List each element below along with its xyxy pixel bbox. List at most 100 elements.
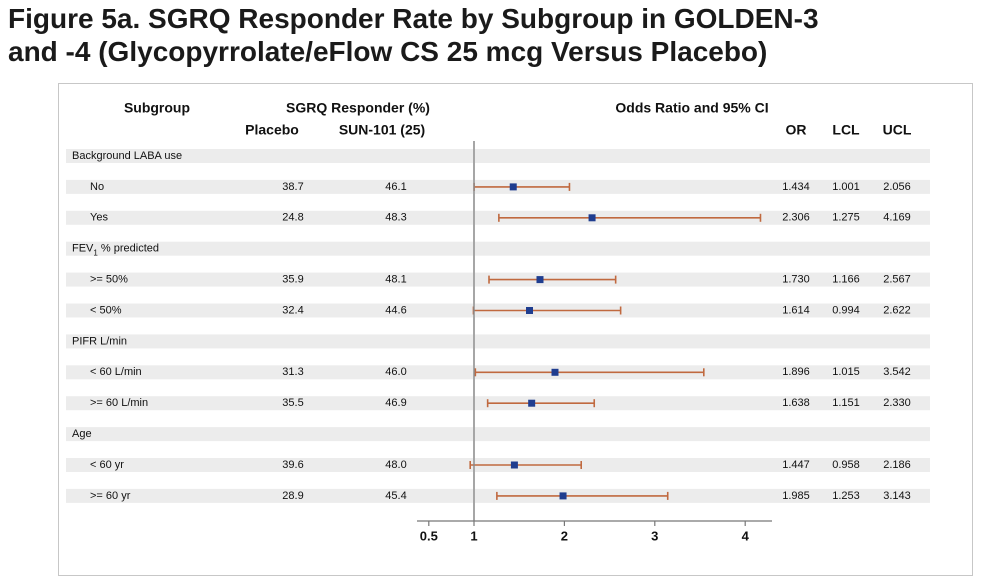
row-band [66, 365, 473, 380]
placebo-value: 32.4 [282, 304, 303, 316]
header-responder: SGRQ Responder (%) [286, 100, 430, 116]
active-value: 44.6 [385, 304, 406, 316]
subgroup-label: No [90, 181, 104, 193]
or-value: 1.638 [782, 397, 810, 409]
row-band [475, 241, 930, 256]
subgroup-label: < 50% [90, 304, 122, 316]
placebo-value: 39.6 [282, 459, 303, 471]
row-band [66, 488, 473, 503]
figure-title-line-1: Figure 5a. SGRQ Responder Rate by Subgro… [8, 3, 819, 34]
row-band [66, 334, 473, 349]
odds-ratio-plot [469, 141, 762, 521]
subgroup-label: >= 50% [90, 274, 128, 286]
figure-title: Figure 5a. SGRQ Responder Rate by Subgro… [8, 2, 988, 68]
row-band [66, 241, 473, 256]
lcl-value: 1.151 [832, 397, 860, 409]
column-headers: Subgroup SGRQ Responder (%) Placebo SUN-101… [124, 100, 912, 138]
lcl-value: 1.166 [832, 274, 860, 286]
x-tick-label: 1 [470, 528, 477, 543]
or-marker [536, 276, 544, 284]
subgroup-label: >= 60 yr [90, 490, 131, 502]
active-value: 48.3 [385, 212, 406, 224]
or-marker [551, 368, 559, 376]
row-band [66, 427, 473, 442]
lcl-value: 0.994 [832, 304, 860, 316]
x-tick-label: 0.5 [420, 528, 438, 543]
subgroup-heading: Age [72, 428, 92, 440]
row-band [475, 427, 930, 442]
or-value: 1.447 [782, 459, 810, 471]
active-value: 48.0 [385, 459, 406, 471]
placebo-value: 31.3 [282, 366, 303, 378]
lcl-value: 0.958 [832, 459, 860, 471]
active-value: 45.4 [385, 490, 406, 502]
or-marker [588, 214, 596, 222]
row-band [475, 272, 930, 287]
subgroup-label: < 60 L/min [90, 366, 142, 378]
ucl-value: 3.143 [883, 490, 911, 502]
or-value: 1.730 [782, 274, 810, 286]
or-marker [510, 461, 518, 469]
ucl-value: 3.542 [883, 366, 911, 378]
placebo-value: 24.8 [282, 212, 303, 224]
row-band [475, 488, 930, 503]
subgroup-label: >= 60 L/min [90, 397, 148, 409]
or-value: 1.434 [782, 181, 810, 193]
active-value: 46.1 [385, 181, 406, 193]
header-odds-ratio: Odds Ratio and 95% CI [615, 100, 768, 116]
row-band [66, 303, 473, 318]
subgroup-label: Yes [90, 212, 108, 224]
ucl-value: 2.567 [883, 274, 911, 286]
or-marker [509, 183, 517, 191]
ucl-value: 2.186 [883, 459, 911, 471]
header-placebo: Placebo [245, 122, 299, 138]
x-tick-label: 4 [742, 528, 750, 543]
table-rows: Background LABA use No 38.7 46.1 1.434 1.001 2… [72, 150, 911, 502]
active-value: 46.0 [385, 366, 406, 378]
or-value: 2.306 [782, 212, 810, 224]
active-value: 48.1 [385, 274, 406, 286]
or-marker [528, 399, 536, 407]
row-bands [66, 149, 930, 503]
header-ucl: UCL [883, 122, 912, 138]
row-band [475, 149, 930, 163]
row-band [475, 303, 930, 318]
x-tick-label: 2 [561, 528, 568, 543]
row-band [475, 396, 930, 411]
ucl-value: 2.330 [883, 397, 911, 409]
lcl-value: 1.001 [832, 181, 860, 193]
x-tick-label: 3 [651, 528, 658, 543]
header-subgroup: Subgroup [124, 100, 190, 116]
figure-title-line-2: and -4 (Glycopyrrolate/eFlow CS 25 mcg V… [8, 36, 768, 67]
or-value: 1.614 [782, 304, 810, 316]
row-band [475, 458, 930, 472]
or-marker [559, 492, 567, 500]
or-value: 1.896 [782, 366, 810, 378]
placebo-value: 28.9 [282, 490, 303, 502]
plot-frame [58, 83, 973, 576]
active-value: 46.9 [385, 397, 406, 409]
subgroup-heading: PIFR L/min [72, 335, 127, 347]
row-band [475, 334, 930, 349]
ucl-value: 2.622 [883, 304, 911, 316]
lcl-value: 1.275 [832, 212, 860, 224]
row-band [475, 179, 930, 194]
subgroup-heading: Background LABA use [72, 150, 182, 162]
subgroup-label: < 60 yr [90, 459, 124, 471]
or-marker [526, 307, 534, 314]
placebo-value: 35.9 [282, 274, 303, 286]
ucl-value: 2.056 [883, 181, 911, 193]
row-band [66, 396, 473, 411]
placebo-value: 35.5 [282, 397, 303, 409]
x-axis: 0.5 1 2 3 4 [417, 520, 772, 543]
row-band [66, 272, 473, 287]
row-band [66, 149, 473, 163]
row-band [66, 458, 473, 472]
lcl-value: 1.015 [832, 366, 860, 378]
or-value: 1.985 [782, 490, 810, 502]
placebo-value: 38.7 [282, 181, 303, 193]
row-band [66, 179, 473, 194]
header-or: OR [786, 122, 807, 138]
header-active: SUN-101 (25) [339, 122, 425, 138]
